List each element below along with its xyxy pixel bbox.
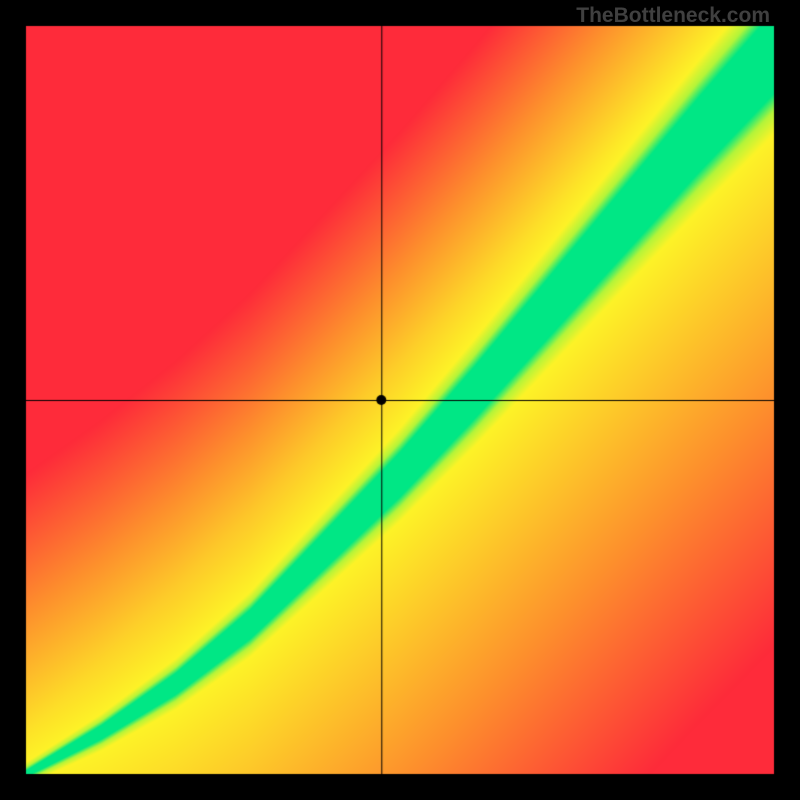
attribution-text: TheBottleneck.com — [576, 4, 770, 28]
heatmap-canvas — [0, 0, 800, 800]
chart-container: TheBottleneck.com — [0, 0, 800, 800]
